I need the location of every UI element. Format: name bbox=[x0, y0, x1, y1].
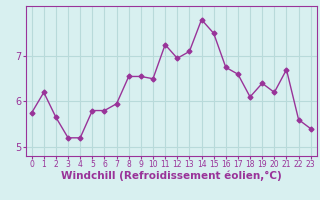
X-axis label: Windchill (Refroidissement éolien,°C): Windchill (Refroidissement éolien,°C) bbox=[61, 171, 282, 181]
